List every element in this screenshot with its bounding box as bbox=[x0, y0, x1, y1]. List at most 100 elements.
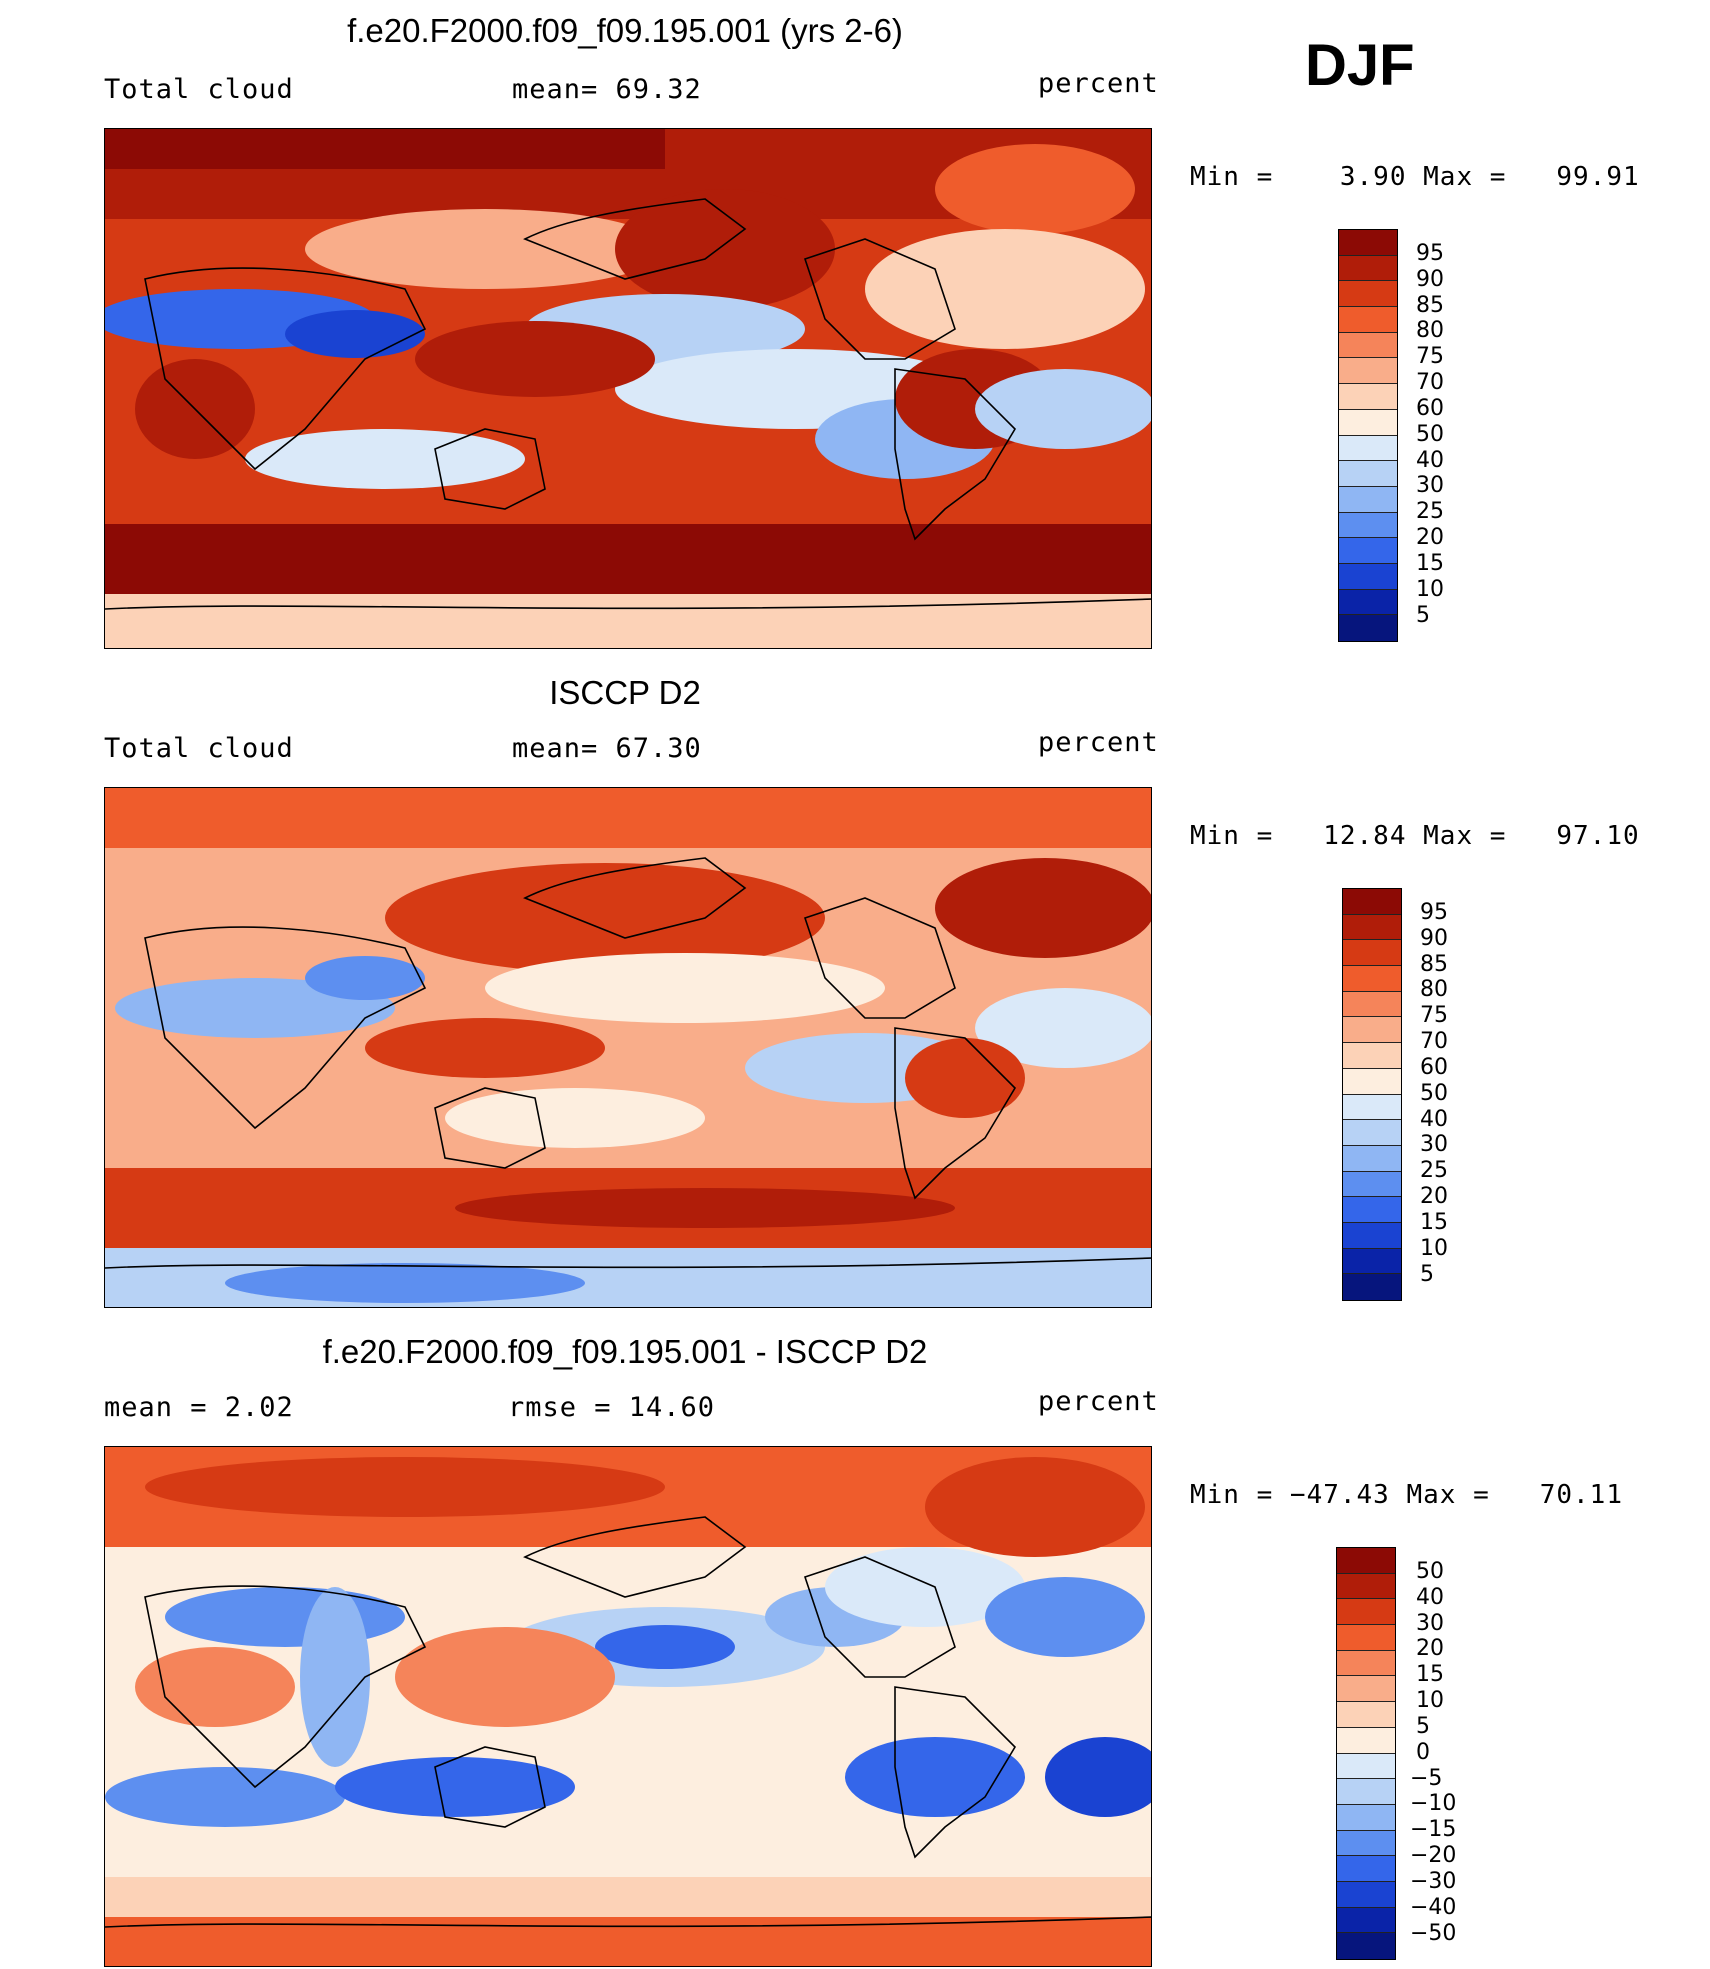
panel-1-left-label: Total cloud bbox=[104, 74, 294, 105]
colorbar-swatch bbox=[1337, 1933, 1395, 1959]
colorbar-swatch bbox=[1337, 1804, 1395, 1831]
panel-2-colorbar bbox=[1342, 888, 1402, 1301]
panel-3-colorbar-label: −15 bbox=[1410, 1817, 1457, 1842]
panel-2-colorbar-label: 80 bbox=[1420, 977, 1448, 1002]
panel-3-colorbar-label: 40 bbox=[1416, 1585, 1444, 1610]
panel-3-colorbar-label: −40 bbox=[1410, 1895, 1457, 1920]
colorbar-swatch bbox=[1337, 1881, 1395, 1908]
panel-2-colorbar-label: 20 bbox=[1420, 1184, 1448, 1209]
panel-2-left-label: Total cloud bbox=[104, 733, 294, 764]
panel-3-colorbar-label: −10 bbox=[1410, 1791, 1457, 1816]
colorbar-swatch bbox=[1343, 1274, 1401, 1300]
panel-2-colorbar-label: 85 bbox=[1420, 952, 1448, 977]
panel-1-colorbar-label: 20 bbox=[1416, 525, 1444, 550]
panel-1-colorbar bbox=[1338, 229, 1398, 642]
panel-3-mean-label: mean = 2.02 bbox=[104, 1392, 294, 1423]
panel-3-colorbar-label: −20 bbox=[1410, 1843, 1457, 1868]
panel-3-colorbar-label: 0 bbox=[1416, 1740, 1430, 1765]
colorbar-swatch bbox=[1343, 966, 1401, 992]
colorbar-swatch bbox=[1337, 1573, 1395, 1600]
panel-2-units-label: percent bbox=[1038, 727, 1159, 758]
panel-2-colorbar-label: 40 bbox=[1420, 1107, 1448, 1132]
colorbar-swatch bbox=[1339, 563, 1397, 590]
colorbar-swatch bbox=[1343, 991, 1401, 1018]
panel-3-colorbar-label: 50 bbox=[1416, 1559, 1444, 1584]
panel-2-colorbar-label: 10 bbox=[1420, 1236, 1448, 1261]
panel-1-colorbar-label: 10 bbox=[1416, 577, 1444, 602]
colorbar-swatch bbox=[1339, 435, 1397, 462]
colorbar-swatch bbox=[1339, 409, 1397, 436]
colorbar-swatch bbox=[1337, 1676, 1395, 1703]
colorbar-swatch bbox=[1337, 1753, 1395, 1780]
panel-2-colorbar-label: 5 bbox=[1420, 1262, 1434, 1287]
panel-3-title: f.e20.F2000.f09_f09.195.001 - ISCCP D2 bbox=[322, 1333, 928, 1370]
panel-1-minmax: Min = 3.90 Max = 99.91 bbox=[1190, 162, 1640, 192]
panel-3-colorbar bbox=[1336, 1547, 1396, 1960]
colorbar-swatch bbox=[1339, 615, 1397, 641]
panel-2-colorbar-label: 70 bbox=[1420, 1029, 1448, 1054]
colorbar-swatch bbox=[1343, 914, 1401, 941]
panel-3-units-label: percent bbox=[1038, 1386, 1159, 1417]
panel-2-minmax: Min = 12.84 Max = 97.10 bbox=[1190, 821, 1640, 851]
colorbar-swatch bbox=[1339, 461, 1397, 487]
panel-3-map bbox=[104, 1446, 1152, 1967]
panel-1-colorbar-label: 15 bbox=[1416, 551, 1444, 576]
colorbar-swatch bbox=[1337, 1599, 1395, 1626]
panel-1-colorbar-label: 95 bbox=[1416, 241, 1444, 266]
colorbar-swatch bbox=[1343, 1068, 1401, 1095]
panel-2-colorbar-label: 90 bbox=[1420, 926, 1448, 951]
season-label: DJF bbox=[1305, 33, 1415, 98]
panel-2-colorbar-label: 95 bbox=[1420, 900, 1448, 925]
colorbar-swatch bbox=[1343, 1248, 1401, 1275]
panel-3-colorbar-label: −30 bbox=[1410, 1869, 1457, 1894]
panel-1-colorbar-label: 25 bbox=[1416, 499, 1444, 524]
panel-2-map-svg bbox=[105, 788, 1151, 1307]
colorbar-swatch bbox=[1337, 1548, 1395, 1574]
panel-2-colorbar-label: 60 bbox=[1420, 1055, 1448, 1080]
panel-1-colorbar-label: 60 bbox=[1416, 396, 1444, 421]
panel-2-colorbar-label: 15 bbox=[1420, 1210, 1448, 1235]
panel-2-title: ISCCP D2 bbox=[549, 674, 701, 711]
panel-3-map-svg bbox=[105, 1447, 1151, 1966]
colorbar-swatch bbox=[1339, 512, 1397, 539]
panel-3-colorbar-label: −5 bbox=[1410, 1766, 1443, 1791]
panel-1-map bbox=[104, 128, 1152, 649]
panel-1-mean-label: mean= 69.32 bbox=[512, 74, 702, 105]
colorbar-swatch bbox=[1337, 1625, 1395, 1651]
colorbar-swatch bbox=[1343, 940, 1401, 967]
colorbar-swatch bbox=[1339, 538, 1397, 564]
panel-1-map-svg bbox=[105, 129, 1151, 648]
colorbar-swatch bbox=[1343, 1043, 1401, 1069]
colorbar-swatch bbox=[1339, 255, 1397, 282]
panel-3-minmax: Min = −47.43 Max = 70.11 bbox=[1190, 1480, 1623, 1510]
colorbar-swatch bbox=[1337, 1856, 1395, 1882]
panel-3-colorbar-label: 20 bbox=[1416, 1636, 1444, 1661]
panel-1-title: f.e20.F2000.f09_f09.195.001 (yrs 2-6) bbox=[347, 12, 903, 49]
panel-2-colorbar-label: 50 bbox=[1420, 1081, 1448, 1106]
panel-1-colorbar-label: 5 bbox=[1416, 603, 1430, 628]
panel-3-colorbar-label: 5 bbox=[1416, 1714, 1430, 1739]
colorbar-swatch bbox=[1339, 358, 1397, 385]
colorbar-swatch bbox=[1343, 889, 1401, 915]
panel-3-colorbar-label: 30 bbox=[1416, 1611, 1444, 1636]
colorbar-swatch bbox=[1343, 1145, 1401, 1172]
panel-2-map bbox=[104, 787, 1152, 1308]
panel-1-colorbar-label: 85 bbox=[1416, 293, 1444, 318]
colorbar-swatch bbox=[1337, 1702, 1395, 1728]
colorbar-swatch bbox=[1339, 230, 1397, 256]
panel-2-colorbar-label: 25 bbox=[1420, 1158, 1448, 1183]
colorbar-swatch bbox=[1343, 1222, 1401, 1249]
colorbar-swatch bbox=[1337, 1727, 1395, 1754]
panel-1-colorbar-label: 75 bbox=[1416, 344, 1444, 369]
colorbar-swatch bbox=[1337, 1907, 1395, 1934]
panel-3-colorbar-label: 10 bbox=[1416, 1688, 1444, 1713]
colorbar-swatch bbox=[1339, 384, 1397, 410]
panel-2-mean-label: mean= 67.30 bbox=[512, 733, 702, 764]
panel-1-colorbar-label: 90 bbox=[1416, 267, 1444, 292]
colorbar-swatch bbox=[1339, 332, 1397, 359]
colorbar-swatch bbox=[1337, 1830, 1395, 1857]
colorbar-swatch bbox=[1343, 1017, 1401, 1044]
panel-3-rmse-label: rmse = 14.60 bbox=[508, 1392, 716, 1423]
panel-1-colorbar-label: 50 bbox=[1416, 422, 1444, 447]
panel-3-colorbar-label: 15 bbox=[1416, 1662, 1444, 1687]
